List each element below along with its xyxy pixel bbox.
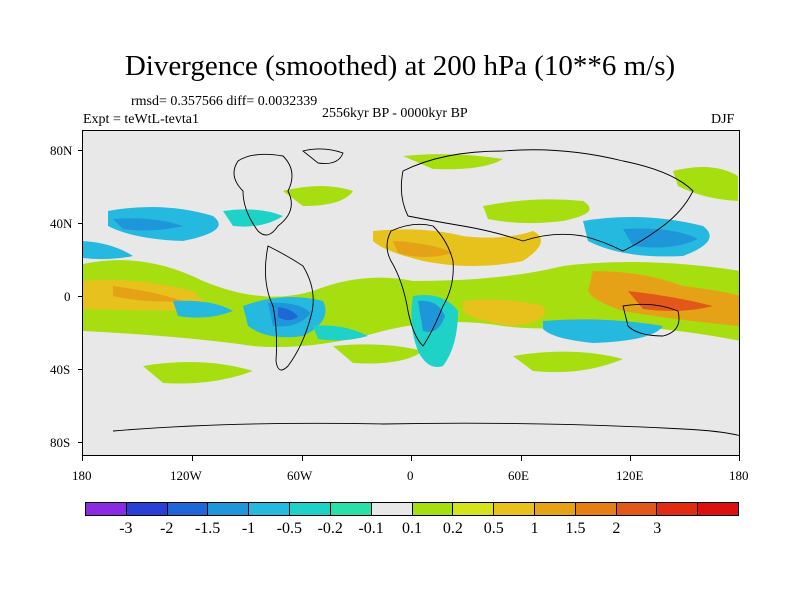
colorbar-label: 0.5	[483, 520, 504, 537]
colorbar-label: -3	[119, 520, 133, 537]
contour-positive	[628, 291, 713, 311]
colorbar-swatch	[698, 503, 738, 515]
contour-positive	[513, 351, 623, 373]
lon-tick	[192, 456, 193, 461]
period-label: 2556kyr BP - 0000kyr BP	[322, 106, 468, 121]
lat-label-80n: 80N	[50, 143, 73, 158]
colorbar-label: -0.2	[317, 520, 343, 537]
colorbar-swatch	[167, 503, 209, 515]
plot-title: Divergence (smoothed) at 200 hPa (10**6 …	[124, 50, 676, 82]
colorbar-swatch	[534, 503, 576, 515]
lon-label-60w: 60W	[287, 468, 313, 483]
lon-label-60e: 60E	[508, 468, 529, 483]
lon-label-0: 0	[407, 468, 414, 483]
contour-negative	[173, 300, 233, 318]
lat-tick	[78, 150, 83, 151]
lon-label-120w: 120W	[170, 468, 202, 483]
colorbar-swatch	[494, 503, 535, 515]
contour-negative	[278, 307, 298, 320]
lon-label-180e: 180	[729, 468, 749, 483]
lon-tick	[302, 456, 303, 461]
colorbar-label: 0.2	[442, 520, 463, 537]
contour-positive	[393, 241, 453, 257]
colorbar-label: -2	[160, 520, 174, 537]
contour-positive	[403, 154, 503, 170]
contour-positive	[143, 362, 253, 384]
lon-tick	[411, 456, 412, 461]
lat-label-40n: 40N	[50, 216, 73, 231]
colorbar-label: -0.1	[358, 520, 384, 537]
colorbar-swatch	[208, 503, 250, 515]
colorbar-swatch	[371, 503, 413, 515]
colorbar-label: 0.1	[402, 520, 422, 537]
colorbar-swatch	[453, 503, 495, 515]
contour-positive	[673, 167, 738, 201]
contour-negative	[83, 241, 133, 260]
lon-tick	[521, 456, 522, 461]
divergence-map	[83, 148, 739, 436]
colorbar-swatch	[126, 503, 168, 515]
lat-label-40s: 40S	[50, 362, 71, 377]
contour-negative	[543, 319, 663, 343]
colorbar-swatch	[657, 503, 699, 515]
experiment-label: Expt = teWtL-tevta1	[83, 112, 199, 127]
lat-tick	[78, 296, 83, 297]
colorbar-label: 2	[612, 520, 621, 537]
contour-positive	[483, 199, 590, 224]
lon-tick	[82, 456, 83, 461]
lon-tick	[630, 456, 631, 461]
contour-negative	[313, 325, 368, 341]
lat-label-80s: 80S	[50, 435, 71, 450]
colorbar-swatch	[290, 503, 331, 515]
contour-positive	[373, 229, 541, 266]
contour-positive	[283, 186, 353, 206]
lon-tick	[739, 456, 740, 461]
colorbar-swatch	[330, 503, 372, 515]
lat-tick	[78, 223, 83, 224]
lat-label-eq: 0	[64, 289, 71, 304]
colorbar-label: -0.5	[276, 520, 303, 537]
season-label: DJF	[711, 112, 735, 127]
contour-positive	[113, 286, 183, 302]
colorbar-swatch	[412, 503, 454, 515]
lon-label-120e: 120E	[616, 468, 644, 483]
coastlines	[112, 148, 739, 436]
colorbar-label: 1.5	[565, 520, 586, 537]
colorbar-label: -1.5	[194, 520, 221, 537]
colorbar-swatch	[249, 503, 291, 515]
stats-text: rmsd= 0.357566 diff= 0.0032339	[131, 94, 318, 109]
colorbar-label: 3	[653, 520, 662, 537]
contour-negative	[223, 209, 283, 227]
contour-positive	[333, 344, 423, 364]
contour-positive	[463, 299, 545, 326]
lat-tick	[78, 369, 83, 370]
contour-negative	[113, 218, 183, 231]
contour-negative	[623, 228, 698, 248]
colorbar-swatch	[86, 503, 127, 515]
colorbar-label: -1	[241, 520, 256, 537]
contour-negative	[418, 300, 445, 332]
colorbar-swatch	[575, 503, 617, 515]
lat-tick	[78, 442, 83, 443]
colorbar	[85, 502, 739, 516]
colorbar-swatch	[616, 503, 658, 515]
map-plot-area	[82, 130, 740, 456]
lon-label-180w: 180	[72, 468, 92, 483]
colorbar-label: 1	[530, 520, 539, 537]
